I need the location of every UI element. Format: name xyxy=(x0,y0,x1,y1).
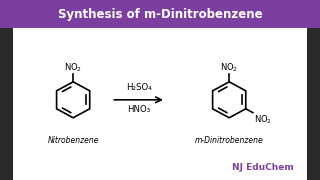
Text: NJ EduChem: NJ EduChem xyxy=(232,163,293,172)
Text: Nitrobenzene: Nitrobenzene xyxy=(47,136,99,145)
Text: NO$_2$: NO$_2$ xyxy=(220,61,238,74)
Text: NO$_2$: NO$_2$ xyxy=(254,114,272,126)
Text: Synthesis of m-Dinitrobenzene: Synthesis of m-Dinitrobenzene xyxy=(58,8,262,21)
Text: m-Dinitrobenzene: m-Dinitrobenzene xyxy=(195,136,264,145)
Text: NO$_2$: NO$_2$ xyxy=(64,61,82,74)
Text: HNO₃: HNO₃ xyxy=(127,105,150,114)
Text: H₂SO₄: H₂SO₄ xyxy=(126,83,152,92)
